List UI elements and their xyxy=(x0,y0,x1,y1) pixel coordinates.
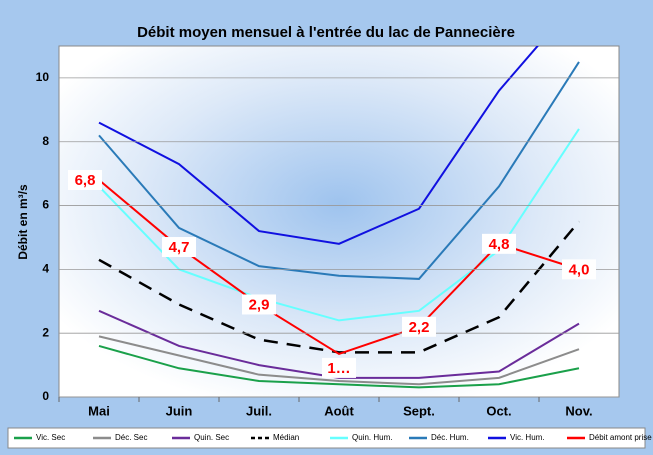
x-tick-label: Août xyxy=(324,403,354,418)
x-tick-label: Mai xyxy=(88,403,110,418)
data-label: 4,8 xyxy=(489,236,510,253)
y-axis-label: Débit en m³/s xyxy=(16,184,30,260)
series-line xyxy=(98,344,580,389)
x-tick-label: Oct. xyxy=(486,403,511,418)
data-label: 6,8 xyxy=(75,172,96,189)
data-label: 1… xyxy=(327,360,350,377)
series-line xyxy=(98,46,539,245)
chart-title: Débit moyen mensuel à l'entrée du lac de… xyxy=(137,24,515,41)
y-tick-label: 6 xyxy=(42,198,49,212)
data-label-box xyxy=(402,316,436,337)
y-tick-label: 0 xyxy=(42,389,49,403)
legend-label: Vic. Sec xyxy=(36,433,65,442)
y-tick-label: 8 xyxy=(42,134,49,148)
data-label-box xyxy=(162,237,196,258)
legend-label: Quin. Hum. xyxy=(352,433,392,442)
series-line xyxy=(98,335,580,386)
legend-label: Quin. Sec xyxy=(194,433,229,442)
legend xyxy=(7,427,646,449)
data-label: 4,7 xyxy=(169,239,190,256)
data-label-box xyxy=(68,170,102,191)
data-label-box xyxy=(482,233,516,254)
y-tick-label: 4 xyxy=(42,262,49,276)
legend-label: Débit amont prise xyxy=(589,433,652,442)
legend-label: Déc. Hum. xyxy=(431,433,469,442)
x-tick-label: Juil. xyxy=(246,403,272,418)
data-label-box xyxy=(562,259,596,280)
data-label: 2,9 xyxy=(249,296,270,313)
legend-label: Vic. Hum. xyxy=(510,433,545,442)
data-label: 4,0 xyxy=(569,261,590,278)
legend-label: Déc. Sec xyxy=(115,433,147,442)
x-tick-label: Sept. xyxy=(403,403,435,418)
plot-area xyxy=(58,45,620,398)
data-label-box xyxy=(322,357,356,378)
x-tick-label: Juin xyxy=(166,403,193,418)
legend-label: Médian xyxy=(273,433,299,442)
x-tick-label: Nov. xyxy=(565,403,592,418)
y-tick-label: 2 xyxy=(42,325,49,339)
series-line xyxy=(98,220,580,354)
series-line xyxy=(98,61,580,280)
data-label: 2,2 xyxy=(409,319,430,336)
data-label-box xyxy=(242,294,276,315)
y-tick-label: 10 xyxy=(36,70,50,84)
